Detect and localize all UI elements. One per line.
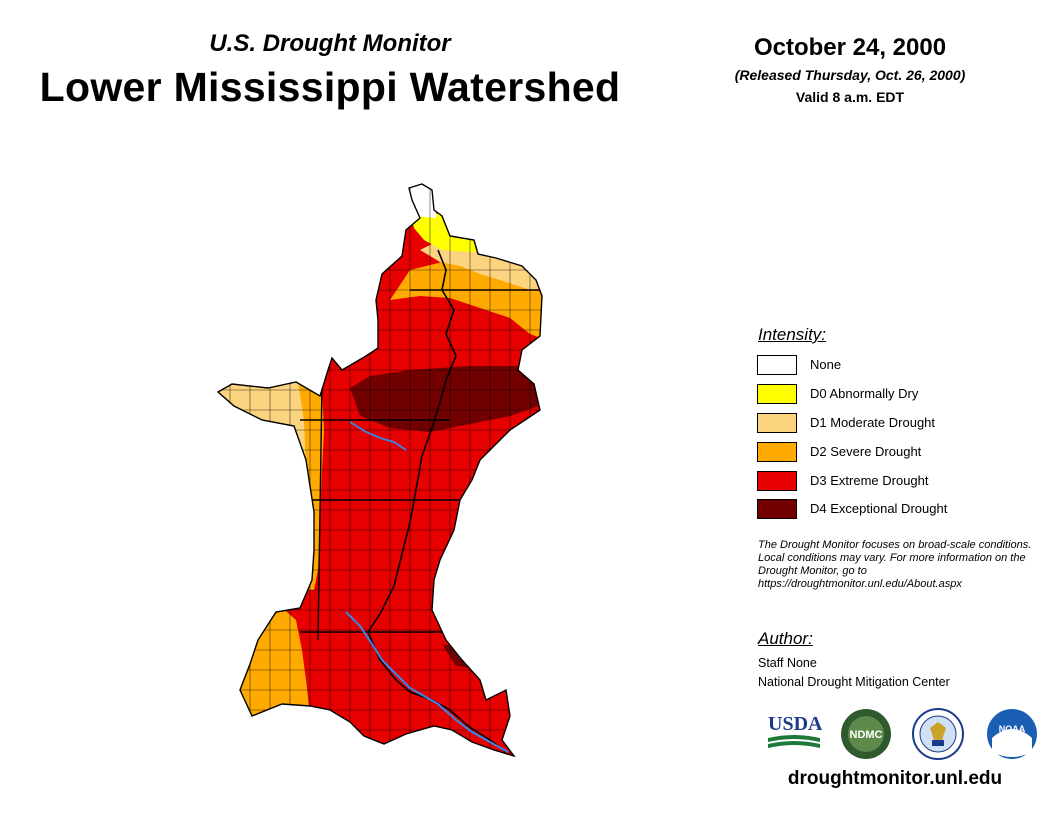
- ndmc-logo-text: NDMC: [850, 729, 883, 741]
- legend-swatch: [757, 471, 797, 491]
- author-name: Staff None: [758, 656, 817, 670]
- valid-time: Valid 8 a.m. EDT: [795, 89, 905, 105]
- legend-label: None: [810, 357, 842, 372]
- map-subtitle: U.S. Drought Monitor: [209, 30, 451, 57]
- region-title: Lower Mississippi Watershed: [39, 64, 621, 110]
- noaa-logo-text: NOAA: [999, 724, 1026, 734]
- none-region: [406, 184, 436, 218]
- legend-item-d4: D4 Exceptional Drought: [757, 499, 1017, 523]
- drought-map: [216, 183, 543, 758]
- legend-item-d3: D3 Extreme Drought: [757, 471, 1017, 495]
- disclaimer-note: The Drought Monitor focuses on broad-sca…: [758, 539, 1032, 590]
- legend-item-d2: D2 Severe Drought: [757, 442, 1017, 466]
- legend-label: D1 Moderate Drought: [810, 415, 936, 430]
- noaa-logo: NOAA: [987, 709, 1037, 759]
- legend-swatch: [757, 442, 797, 462]
- legend-title: Intensity:: [758, 325, 827, 344]
- red-river: [345, 611, 509, 753]
- arkansas-river: [349, 421, 407, 451]
- legend-item-d1: D1 Moderate Drought: [757, 413, 1017, 437]
- legend-swatch: [757, 413, 797, 433]
- d2-severe-west-strip: [298, 382, 324, 590]
- legend-label: D3 Extreme Drought: [810, 473, 929, 488]
- legend-swatch: [757, 499, 797, 519]
- usda-logo: USDA: [768, 713, 822, 748]
- legend-swatch: [757, 355, 797, 375]
- commerce-seal-logo: [912, 708, 964, 760]
- author-heading: Author:: [758, 629, 813, 648]
- usda-logo-text: USDA: [768, 713, 822, 735]
- legend-label: D4 Exceptional Drought: [810, 501, 948, 516]
- legend-item-none: None: [757, 355, 1017, 379]
- website-url[interactable]: droughtmonitor.unl.edu: [787, 768, 1003, 789]
- author-organization: National Drought Mitigation Center: [758, 675, 950, 689]
- legend-swatch: [757, 384, 797, 404]
- watershed-outline: [216, 183, 543, 758]
- map-date: October 24, 2000: [753, 34, 947, 61]
- ndmc-logo: NDMC: [841, 709, 891, 759]
- legend-label: D2 Severe Drought: [810, 444, 922, 459]
- legend-label: D0 Abnormally Dry: [810, 386, 919, 401]
- legend-item-d0: D0 Abnormally Dry: [757, 384, 1017, 408]
- d1-moderate-west: [218, 380, 308, 600]
- release-date: (Released Thursday, Oct. 26, 2000): [734, 67, 966, 83]
